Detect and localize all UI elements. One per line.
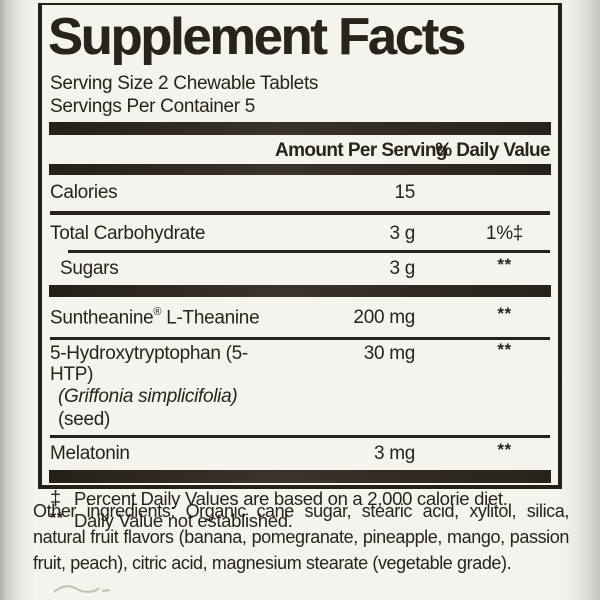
thick-divider [49, 122, 551, 135]
nutrient-amount: 200 mg [353, 306, 415, 328]
nutrient-row-melatonin: Melatonin 3 mg ** [50, 438, 550, 470]
nutrient-name: Sugars [60, 257, 119, 279]
column-header-row: Amount Per Serving % Daily Value [50, 135, 551, 164]
nutrient-row-calories: Calories 15 [50, 175, 550, 211]
row-divider [50, 434, 550, 438]
nutrient-amount: 3 g [389, 257, 415, 279]
nutrient-amount: 15 [394, 182, 415, 203]
footnote-text: Percent Daily Values are based on a 2,00… [74, 487, 508, 509]
brand-name: Suntheanine [50, 306, 154, 328]
supplement-facts-panel: Supplement Facts Serving Size 2 Chewable… [38, 3, 562, 531]
botanical-source: (Griffonia simplicifolia) (seed) [50, 385, 275, 431]
nutrient-name-line: 5-Hydroxytryptophan (5-HTP) [50, 342, 248, 385]
thick-divider [49, 469, 551, 483]
registered-trademark-symbol: ® [153, 305, 162, 318]
nutrient-row-total-carbohydrate: Total Carbohydrate 3 g 1%‡ [50, 215, 550, 250]
nutrient-amount: 3 mg [373, 442, 415, 464]
nutrient-row-l-theanine: Suntheanine® L-Theanine 200 mg ** [50, 297, 550, 337]
nutrient-daily-value: ** [497, 254, 512, 274]
plant-part: (seed) [58, 408, 111, 430]
nutrient-name: Melatonin [50, 442, 130, 464]
other-ingredients: Other ingredients: Organic cane sugar, s… [33, 501, 569, 573]
amount-column-header: Amount Per Serving [275, 140, 447, 161]
footnote-not-established: ** Daily Value not established. [50, 510, 550, 532]
nutrient-row-sugars: Sugars 3 g ** [50, 253, 550, 285]
serving-size: Serving Size 2 Chewable Tablets [50, 73, 319, 94]
nutrient-row-5-htp: 5-Hydroxytryptophan (5-HTP) (Griffonia s… [50, 340, 550, 435]
row-divider-indented [68, 250, 550, 253]
nutrient-daily-value: ** [497, 439, 512, 459]
nutrient-daily-value: 1%‡ [485, 223, 524, 244]
nutrient-name-suffix: L-Theanine [161, 306, 260, 328]
nutrient-amount: 3 g [389, 223, 415, 244]
row-divider [50, 336, 550, 340]
daily-value-column-header: % Daily Value [435, 140, 550, 161]
thick-divider [49, 284, 551, 297]
partial-print-mark [53, 585, 111, 593]
nutrient-daily-value: ** [497, 339, 512, 359]
footnote-daily-value-basis: ‡ Percent Daily Values are based on a 2,… [50, 488, 550, 510]
nutrient-amount: 30 mg [363, 342, 416, 364]
thick-divider [49, 164, 551, 175]
footnotes: ‡ Percent Daily Values are based on a 2,… [50, 488, 550, 532]
panel-title: Supplement Facts [48, 8, 466, 66]
nutrient-daily-value: ** [497, 303, 512, 323]
nutrient-name: Total Carbohydrate [50, 223, 206, 244]
servings-per-container: Servings Per Container 5 [50, 96, 256, 117]
nutrient-name: Calories [50, 182, 118, 203]
footnote-symbol: ** [50, 509, 64, 527]
nutrient-name: Suntheanine® L-Theanine [50, 303, 275, 328]
footnote-symbol: ‡ [50, 487, 61, 510]
footnote-text: Daily Value not established. [74, 509, 293, 531]
row-divider [50, 211, 550, 215]
nutrient-name: 5-Hydroxytryptophan (5-HTP) (Griffonia s… [50, 343, 275, 431]
latin-name: (Griffonia simplicifolia) [58, 385, 238, 407]
